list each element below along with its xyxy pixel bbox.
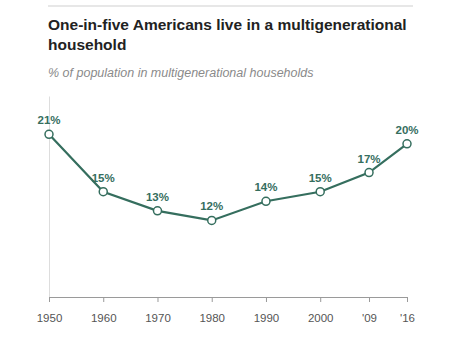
x-tick-label: 1990 — [254, 312, 280, 324]
x-tick: 1960 — [91, 297, 117, 324]
data-label: 17% — [358, 153, 381, 165]
data-label: 20% — [395, 124, 418, 136]
line — [49, 134, 407, 220]
data-label: 21% — [37, 114, 60, 126]
x-tick-mark — [266, 297, 267, 302]
x-tick: '09 — [362, 297, 377, 324]
x-tick-label: 1980 — [199, 312, 225, 324]
x-axis: 1950 1960 1970 1980 1990 2000 '09 '16 — [37, 297, 415, 324]
data-label: 15% — [309, 172, 332, 184]
x-tick: 1980 — [199, 297, 225, 324]
x-tick-label: '16 — [400, 312, 415, 324]
marker — [365, 169, 373, 177]
marker — [316, 188, 324, 196]
x-tick: '16 — [400, 297, 415, 324]
subtitle: % of population in multigenerational hou… — [48, 66, 313, 80]
x-tick-mark — [320, 297, 321, 302]
y-axis — [49, 97, 50, 298]
x-tick-mark — [212, 297, 213, 302]
chart: One-in-five Americans live in a multigen… — [0, 0, 453, 339]
data-label: 15% — [92, 172, 115, 184]
data-label: 12% — [200, 200, 223, 212]
data-label: 14% — [254, 181, 277, 193]
x-tick-mark — [157, 297, 158, 302]
title: One-in-five Americans live in a multigen… — [48, 16, 407, 53]
marker — [99, 188, 107, 196]
x-tick: 1950 — [37, 297, 63, 324]
y-axis-line — [49, 97, 50, 298]
x-tick: 1970 — [145, 297, 171, 324]
x-tick-label: 2000 — [308, 312, 334, 324]
x-tick: 2000 — [308, 297, 334, 324]
x-tick: 1990 — [254, 297, 280, 324]
x-tick-mark — [103, 297, 104, 302]
marker — [208, 216, 216, 224]
x-tick-label: '09 — [362, 312, 377, 324]
x-tick-mark — [369, 297, 370, 302]
data-label: 13% — [146, 191, 169, 203]
marker — [45, 130, 53, 138]
x-axis-line — [50, 297, 408, 298]
x-tick-mark — [407, 297, 408, 302]
marker — [153, 207, 161, 215]
x-tick-label: 1950 — [37, 312, 63, 324]
marker — [403, 140, 411, 148]
marker — [262, 197, 270, 205]
x-tick-mark — [49, 297, 50, 302]
top-rule — [48, 6, 413, 7]
x-tick-label: 1970 — [145, 312, 171, 324]
plot-area — [45, 130, 411, 224]
x-tick-label: 1960 — [91, 312, 117, 324]
